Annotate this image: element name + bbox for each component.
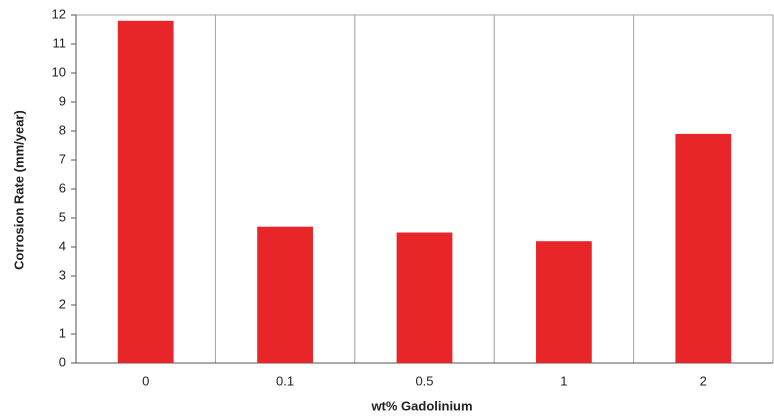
bar	[257, 226, 313, 363]
y-tick-label: 6	[59, 180, 66, 195]
y-tick-label: 4	[59, 238, 66, 253]
x-tick-label: 0.5	[415, 373, 433, 388]
y-tick-label: 7	[59, 151, 66, 166]
y-tick-label: 1	[59, 325, 66, 340]
y-tick-label: 11	[53, 35, 67, 50]
bar	[536, 241, 592, 363]
x-tick-label: 0	[142, 373, 149, 388]
x-tick-label: 0.1	[276, 373, 294, 388]
bar	[675, 133, 732, 363]
y-axis-title: Corrosion Rate (mm/year)	[11, 110, 26, 270]
y-tick-label: 3	[59, 267, 66, 282]
y-tick-label: 5	[59, 209, 66, 224]
y-tick-label: 9	[59, 93, 66, 108]
y-tick-label: 10	[52, 64, 66, 79]
bar	[396, 232, 453, 363]
y-tick-label: 2	[59, 296, 66, 311]
y-tick-label: 8	[59, 122, 66, 137]
x-axis-title: wt% Gadolinium	[370, 398, 472, 413]
y-tick-label: 12	[52, 6, 66, 21]
x-tick-label: 1	[560, 373, 567, 388]
x-tick-label: 2	[700, 373, 707, 388]
bar	[117, 20, 174, 364]
y-tick-label: 0	[59, 354, 66, 369]
